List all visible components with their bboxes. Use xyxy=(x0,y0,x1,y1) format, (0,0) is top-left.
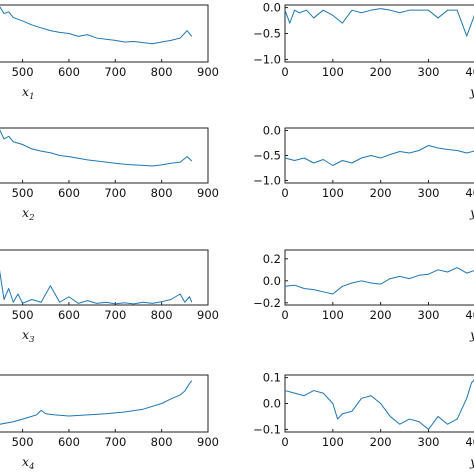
variable-subscript: 1 xyxy=(29,92,34,102)
axis-variable-label: y4 xyxy=(469,454,474,472)
x-tick-label: 400 xyxy=(465,435,474,449)
x-tick-label: 800 xyxy=(151,65,173,79)
x-tick-label: 700 xyxy=(104,65,126,79)
x-tick-label: 500 xyxy=(12,308,34,322)
x-tick-label: 400 xyxy=(465,308,474,322)
plot-frame xyxy=(284,374,474,433)
series-line-x1 xyxy=(0,6,193,45)
panel-y3: 0 100 200 300 400 0.2 0.0 −0.2 y3 xyxy=(253,249,474,345)
x-tick-label: 0 xyxy=(281,308,288,322)
variable-subscript: 3 xyxy=(29,335,34,345)
y-tick-label: 0.2 xyxy=(263,252,281,266)
panel-x4: 400500600700800900x4 xyxy=(0,374,219,472)
x-tick-label: 800 xyxy=(151,308,173,322)
x-tick-label: 500 xyxy=(12,186,34,200)
variable-base: x xyxy=(22,205,29,220)
x-tick-label: 300 xyxy=(418,186,440,200)
y-tick-label: 0.0 xyxy=(263,397,281,411)
x-tick-label: 300 xyxy=(418,65,440,79)
x-tick-label: 200 xyxy=(370,65,392,79)
y-tick-label: −1.0 xyxy=(253,52,281,66)
series-line-y3 xyxy=(284,267,474,295)
variable-base: x xyxy=(22,454,29,469)
variable-base: x xyxy=(22,84,29,99)
panel-y1: 0 100 200 300 400 0.0 −0.5 −1.0 y1 xyxy=(253,1,474,102)
x-tick-label: 400 xyxy=(465,65,474,79)
y-tick-label: 0.0 xyxy=(263,124,281,138)
x-tick-label: 900 xyxy=(197,186,219,200)
x-tick-label: 800 xyxy=(151,186,173,200)
x-tick-label: 300 xyxy=(418,435,440,449)
x-tick-label: 200 xyxy=(370,435,392,449)
series-line-x3 xyxy=(0,269,193,305)
variable-base: y xyxy=(469,327,474,342)
x-tick-label: 200 xyxy=(370,308,392,322)
variable-base: y xyxy=(469,205,474,220)
panel-x2: 400500600700800900x2 xyxy=(0,127,219,223)
x-tick-label: 100 xyxy=(322,308,344,322)
axis-variable-label: y3 xyxy=(469,327,474,345)
x-tick-label: 500 xyxy=(12,65,34,79)
y-tick-label: −0.5 xyxy=(253,149,281,163)
x-tick-label: 800 xyxy=(151,435,173,449)
series-line-y2 xyxy=(284,145,474,166)
plot-frame xyxy=(0,249,209,306)
x-tick-label: 100 xyxy=(322,65,344,79)
x-tick-label: 200 xyxy=(370,186,392,200)
axis-variable-label: x3 xyxy=(22,327,34,345)
series-line-x2 xyxy=(0,129,193,167)
panel-x1: 400500600700800900x1 xyxy=(0,4,219,102)
variable-subscript: 4 xyxy=(28,462,34,472)
x-tick-label: 900 xyxy=(197,65,219,79)
x-tick-label: 700 xyxy=(104,186,126,200)
axis-variable-label: x4 xyxy=(22,454,34,472)
x-tick-label: 0 xyxy=(281,65,288,79)
y-tick-label: 0.0 xyxy=(263,274,281,288)
x-tick-label: 600 xyxy=(58,65,80,79)
x-tick-label: 0 xyxy=(281,435,288,449)
x-tick-label: 700 xyxy=(104,308,126,322)
x-tick-label: 400 xyxy=(465,186,474,200)
y-tick-label: −0.5 xyxy=(253,27,281,41)
plot-frame xyxy=(0,4,209,63)
x-tick-label: 500 xyxy=(12,435,34,449)
variable-base: y xyxy=(469,84,474,99)
axis-variable-label: x2 xyxy=(22,205,34,223)
panel-x3: 400500600700800900x3 xyxy=(0,249,219,345)
x-tick-label: 900 xyxy=(197,308,219,322)
x-tick-label: 100 xyxy=(322,186,344,200)
y-tick-label: 0.0 xyxy=(263,1,281,15)
plot-frame xyxy=(284,249,474,306)
panel-y2: 0 100 200 300 400 0.0 −0.5 −1.0 y2 xyxy=(253,124,474,223)
axis-variable-label: y1 xyxy=(469,84,474,102)
series-line-y1 xyxy=(284,8,474,37)
x-tick-label: 700 xyxy=(104,435,126,449)
x-tick-label: 900 xyxy=(197,435,219,449)
plot-frame xyxy=(284,4,474,63)
variable-base: y xyxy=(469,454,474,469)
y-tick-label: −1.0 xyxy=(253,174,281,188)
series-line-x4 xyxy=(0,380,193,425)
x-tick-label: 600 xyxy=(58,186,80,200)
x-tick-label: 300 xyxy=(418,308,440,322)
variable-subscript: 2 xyxy=(28,213,34,223)
y-tick-label: −0.2 xyxy=(253,296,281,310)
variable-base: x xyxy=(22,327,29,342)
plot-frame xyxy=(284,127,474,184)
plot-frame xyxy=(0,127,209,184)
y-tick-label: −0.1 xyxy=(253,422,281,436)
x-tick-label: 600 xyxy=(58,308,80,322)
plot-frame xyxy=(0,374,209,433)
axis-variable-label: y2 xyxy=(469,205,474,223)
x-tick-label: 100 xyxy=(322,435,344,449)
panel-y4: 0 100 200 300 400 0.1 0.0 −0.1 y4 xyxy=(253,371,474,472)
x-tick-label: 0 xyxy=(281,186,288,200)
y-tick-label: 0.1 xyxy=(263,371,281,385)
axis-variable-label: x1 xyxy=(22,84,34,102)
series-line-y4 xyxy=(284,379,474,430)
x-tick-label: 600 xyxy=(58,435,80,449)
